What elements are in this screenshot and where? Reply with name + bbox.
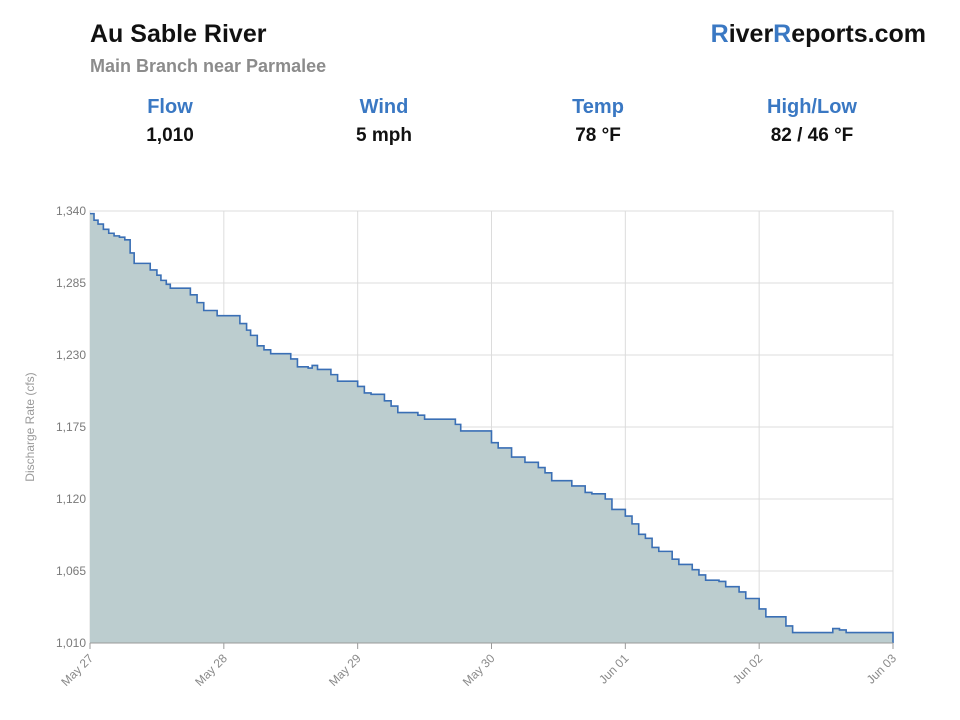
x-tick-label: May 30	[460, 651, 498, 689]
stat-flow-value: 1,010	[146, 125, 194, 146]
stat-highlow-value: 82 / 46 °F	[770, 125, 854, 146]
stat-flow-label: Flow	[147, 96, 193, 118]
brand-logo[interactable]: RiverReports.com	[711, 20, 926, 49]
brand-part1: iver	[728, 20, 774, 48]
stat-temp-label: Temp	[572, 96, 624, 118]
page-title: Au Sable River	[90, 20, 267, 48]
stat-flow: Flow 1,010	[80, 96, 260, 147]
x-tick-label: Jun 03	[864, 651, 900, 687]
y-tick-label: 1,175	[56, 420, 86, 434]
y-tick-label: 1,285	[56, 276, 86, 290]
y-tick-label: 1,065	[56, 564, 86, 578]
y-tick-label: 1,010	[56, 636, 86, 650]
stat-wind: Wind 5 mph	[294, 96, 474, 147]
stat-temp-value: 78 °F	[575, 125, 621, 146]
series-line	[90, 212, 894, 643]
stat-wind-label: Wind	[359, 96, 409, 118]
y-tick-label: 1,120	[56, 492, 86, 506]
x-tick-label: May 28	[192, 651, 230, 689]
y-tick-label: 1,230	[56, 348, 86, 362]
series-area	[90, 213, 893, 644]
x-tick-label: May 27	[58, 651, 96, 689]
y-axis-title: Discharge Rate (cfs)	[23, 372, 37, 481]
x-tick-label: Jun 01	[596, 651, 632, 687]
brand-part2: eports.com	[791, 20, 926, 48]
y-tick-label: 1,340	[56, 204, 86, 218]
stat-highlow: High/Low 82 / 46 °F	[722, 96, 902, 147]
stat-highlow-label: High/Low	[767, 96, 857, 118]
brand-r2: R	[773, 20, 792, 48]
stat-wind-value: 5 mph	[356, 125, 412, 146]
x-tick-label: May 29	[326, 651, 364, 689]
page-subtitle: Main Branch near Parmalee	[90, 56, 327, 76]
stat-temp: Temp 78 °F	[508, 96, 688, 147]
brand-r1: R	[710, 20, 729, 48]
x-tick-label: Jun 02	[730, 651, 766, 687]
